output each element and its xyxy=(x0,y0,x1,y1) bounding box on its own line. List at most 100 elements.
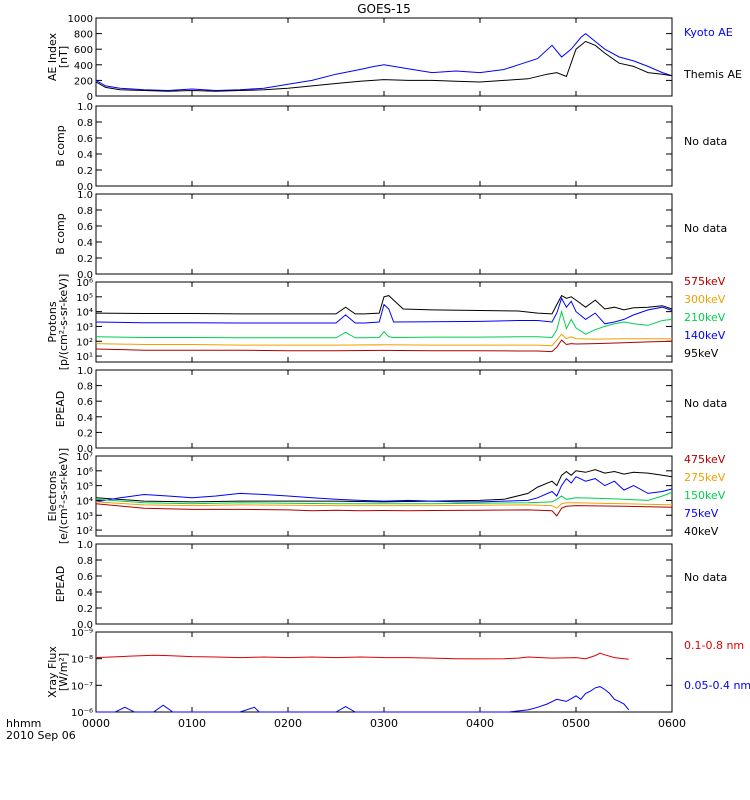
legend-entry: 95keV xyxy=(684,347,719,360)
legend-entry: Kyoto AE xyxy=(684,26,733,39)
y-axis-label: [p/(cm²-s-sr-keV)] xyxy=(57,274,70,371)
series-line-300kev xyxy=(95,333,672,347)
y-tick-label: 10² xyxy=(76,526,93,537)
series-line-575kev xyxy=(95,339,673,353)
y-axis-label: Xray Flux xyxy=(46,646,59,698)
legend-entry: 150keV xyxy=(684,489,726,502)
legend-entry: 0.05-0.4 nm xyxy=(684,679,750,692)
legend-entry: No data xyxy=(684,135,727,148)
x-tick-label: 0400 xyxy=(466,717,494,730)
series-line-150kev xyxy=(95,491,673,505)
y-tick-label: 200 xyxy=(74,76,93,87)
y-tick-label: 0.2 xyxy=(77,254,93,265)
y-axis-label: [W/m²] xyxy=(57,653,70,691)
y-tick-label: 10⁻⁷ xyxy=(71,681,93,692)
x-tick-label: 0100 xyxy=(178,717,206,730)
x-tick-label: 0000 xyxy=(82,717,110,730)
x-tick-label: 0600 xyxy=(658,717,686,730)
series-line-210kev xyxy=(95,309,673,339)
legend-entry: 40keV xyxy=(684,525,719,538)
legend-entry: 210keV xyxy=(684,311,726,324)
x-axis-hhmm-label: hhmm xyxy=(6,717,41,730)
legend-entry: 575keV xyxy=(684,275,726,288)
legend-entry: No data xyxy=(684,222,727,235)
legend-entry: 300keV xyxy=(684,293,726,306)
panel-8: 10⁻⁹ 10⁻⁸ 10⁻⁷ 10⁻⁶ Xray Flux[W/m²] 0.1-0.8 n… xyxy=(46,628,750,719)
y-tick-label: 10⁵ xyxy=(76,293,93,304)
panel-1: 0 200 400 600 800 1000 AE Index[nT] Kyoto AE The… xyxy=(46,14,742,103)
legend-entry: 140keV xyxy=(684,329,726,342)
y-axis-label: B comp xyxy=(54,213,67,255)
series-line-475kev xyxy=(95,503,673,517)
series-line-75kev xyxy=(95,476,673,503)
y-tick-label: 10⁻⁶ xyxy=(71,708,93,719)
y-axis-label: Protons xyxy=(46,301,59,342)
x-tick-label: 0300 xyxy=(370,717,398,730)
series-line-95kev xyxy=(95,294,673,315)
y-tick-label: 0.4 xyxy=(77,588,93,599)
series-line-275kev xyxy=(95,501,673,509)
panel-frame xyxy=(95,105,673,187)
y-tick-label: 0.8 xyxy=(77,118,93,129)
y-tick-label: 1.0 xyxy=(77,540,93,551)
y-tick-label: 10¹ xyxy=(76,352,93,363)
y-tick-label: 800 xyxy=(74,30,93,41)
x-axis-date-label: 2010 Sep 06 xyxy=(6,729,76,742)
y-tick-label: 0.0 xyxy=(77,270,93,281)
y-tick-label: 0.6 xyxy=(77,572,93,583)
panel-5: 0.0 0.2 0.4 0.6 0.8 1.0 EPEAD No data xyxy=(54,366,727,455)
panel-2: 0.0 0.2 0.4 0.6 0.8 1.0 B comp No data xyxy=(54,102,727,193)
y-tick-label: 0 xyxy=(87,92,93,103)
y-axis-label: [nT] xyxy=(57,46,70,68)
y-tick-label: 10³ xyxy=(76,322,93,333)
y-axis-label: AE Index xyxy=(46,32,59,81)
panel-frame xyxy=(95,543,673,625)
series-line-0-05-0-4-nm xyxy=(96,686,630,713)
y-tick-label: 0.8 xyxy=(77,556,93,567)
panel-6: 10² 10³ 10⁴ 10⁵ 10⁶ 10⁷ Electrons[e/(cm²-s-sr-… xyxy=(46,448,726,544)
y-axis-label: Electrons xyxy=(46,470,59,521)
panel-frame xyxy=(95,193,673,275)
panel-frame xyxy=(95,369,673,449)
y-tick-label: 1.0 xyxy=(77,102,93,113)
y-tick-label: 0.4 xyxy=(77,150,93,161)
y-tick-label: 0.6 xyxy=(77,222,93,233)
panel-3: 0.0 0.2 0.4 0.6 0.8 1.0 B comp No data xyxy=(54,190,727,281)
legend-entry: 475keV xyxy=(684,453,726,466)
y-tick-label: 10⁻⁹ xyxy=(71,628,93,639)
y-tick-label: 10⁵ xyxy=(76,482,93,493)
y-tick-label: 400 xyxy=(74,61,93,72)
y-tick-label: 0.0 xyxy=(77,444,93,455)
y-tick-label: 10⁷ xyxy=(76,452,93,463)
series-line-themis-ae xyxy=(95,40,673,92)
y-axis-label: EPEAD xyxy=(54,391,67,428)
panel-4: 10¹ 10² 10³ 10⁴ 10⁵ 10⁶ Protons[p/(cm²-s-sr-ke… xyxy=(46,274,726,371)
legend-entry: 75keV xyxy=(684,507,719,520)
y-axis-label: EPEAD xyxy=(54,566,67,603)
y-tick-label: 0.8 xyxy=(77,382,93,393)
legend-entry: Themis AE xyxy=(683,68,742,81)
y-tick-label: 0.2 xyxy=(77,428,93,439)
panel-frame xyxy=(95,455,673,537)
y-tick-label: 1.0 xyxy=(77,190,93,201)
y-axis-label: B comp xyxy=(54,125,67,167)
y-tick-label: 10⁶ xyxy=(76,467,93,478)
y-tick-label: 10⁴ xyxy=(76,308,93,319)
panel-7: 0.0 0.2 0.4 0.6 0.8 1.0 EPEAD No data xyxy=(54,540,727,631)
panel-frame xyxy=(95,631,673,713)
y-tick-label: 0.8 xyxy=(77,206,93,217)
legend-entry: 0.1-0.8 nm xyxy=(684,639,744,652)
y-tick-label: 0.6 xyxy=(77,397,93,408)
series-line-0-1-0-8-nm xyxy=(95,652,629,660)
y-tick-label: 0.2 xyxy=(77,166,93,177)
x-tick-label: 0200 xyxy=(274,717,302,730)
series-line-40kev xyxy=(95,469,673,503)
y-tick-label: 10⁴ xyxy=(76,496,93,507)
y-tick-label: 10² xyxy=(76,337,93,348)
legend-entry: 275keV xyxy=(684,471,726,484)
x-tick-label: 0500 xyxy=(562,717,590,730)
y-tick-label: 0.0 xyxy=(77,182,93,193)
legend-entry: No data xyxy=(684,571,727,584)
